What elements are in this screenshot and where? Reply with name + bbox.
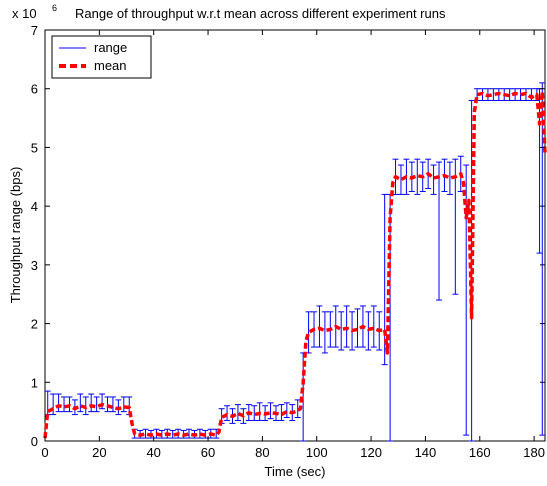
range-error-bar xyxy=(446,161,453,195)
y-tick-label: 3 xyxy=(31,258,38,273)
range-error-bar xyxy=(234,404,241,421)
y-tick-label: 5 xyxy=(31,140,38,155)
range-series xyxy=(44,82,546,442)
x-axis-label: Time (sec) xyxy=(265,464,326,479)
range-error-bar xyxy=(61,396,68,413)
x-tick-label: 80 xyxy=(255,445,269,460)
range-error-bar xyxy=(186,428,193,439)
chart-title: Range of throughput w.r.t mean across di… xyxy=(75,6,446,21)
range-error-bar xyxy=(283,402,290,419)
x-tick-label: 60 xyxy=(201,445,215,460)
range-error-bar xyxy=(414,158,421,195)
range-error-bar xyxy=(452,158,459,295)
plot-area xyxy=(44,29,546,442)
range-error-bar xyxy=(251,405,258,421)
y-tick-label: 2 xyxy=(31,317,38,332)
data-marks xyxy=(43,82,547,442)
range-error-bar xyxy=(381,193,388,366)
range-error-bar xyxy=(267,402,274,420)
y-multiplier-base: x 10 xyxy=(12,6,37,21)
range-error-bar xyxy=(343,305,350,348)
range-error-bar xyxy=(517,88,524,101)
x-tick-label: 100 xyxy=(306,445,328,460)
range-error-bar xyxy=(88,393,95,413)
range-error-bar xyxy=(490,88,497,101)
range-error-bar xyxy=(169,429,176,439)
range-error-bar xyxy=(430,164,437,195)
range-error-bar xyxy=(370,305,377,348)
range-error-bar xyxy=(539,82,546,436)
y-tick-label: 1 xyxy=(31,375,38,390)
y-axis-label: Throughput range (bps) xyxy=(8,167,23,304)
range-error-bar xyxy=(354,308,361,348)
y-tick-label: 4 xyxy=(31,199,38,214)
x-tick-label: 160 xyxy=(469,445,491,460)
y-tick-label: 6 xyxy=(31,82,38,97)
range-error-bar xyxy=(506,88,513,101)
range-error-bar xyxy=(321,311,328,354)
y-multiplier-exponent: 6 xyxy=(52,3,57,13)
range-error-bar xyxy=(120,396,127,413)
x-tick-label: 40 xyxy=(146,445,160,460)
x-tick-label: 180 xyxy=(523,445,545,460)
range-error-bar xyxy=(93,396,100,413)
legend-box xyxy=(51,35,152,79)
range-error-bar xyxy=(436,161,443,301)
axis-ticks: 0 20 40 60 80 100 120 140 160 180 0 1 2 3 4 5 6 7 xyxy=(31,23,545,460)
range-error-bar xyxy=(142,428,149,439)
y-tick-label: 0 xyxy=(31,434,38,449)
range-error-bar xyxy=(109,396,116,413)
range-error-bar xyxy=(316,305,323,348)
range-error-bar xyxy=(256,402,263,421)
x-tick-label: 120 xyxy=(360,445,382,460)
legend-label-range: range xyxy=(94,40,127,55)
range-error-bar xyxy=(50,393,57,416)
mean-series-line xyxy=(43,89,547,439)
legend: range mean xyxy=(51,35,152,79)
x-tick-label: 20 xyxy=(92,445,106,460)
range-error-bar xyxy=(196,428,203,439)
legend-label-mean: mean xyxy=(94,58,127,73)
x-tick-label: 140 xyxy=(415,445,437,460)
x-tick-label: 0 xyxy=(41,445,48,460)
range-error-bar xyxy=(77,393,84,413)
range-error-bar xyxy=(397,164,404,195)
range-error-bar xyxy=(55,393,62,413)
range-error-bar xyxy=(278,404,285,421)
y-tick-label: 7 xyxy=(31,23,38,38)
range-error-bar xyxy=(338,311,345,351)
